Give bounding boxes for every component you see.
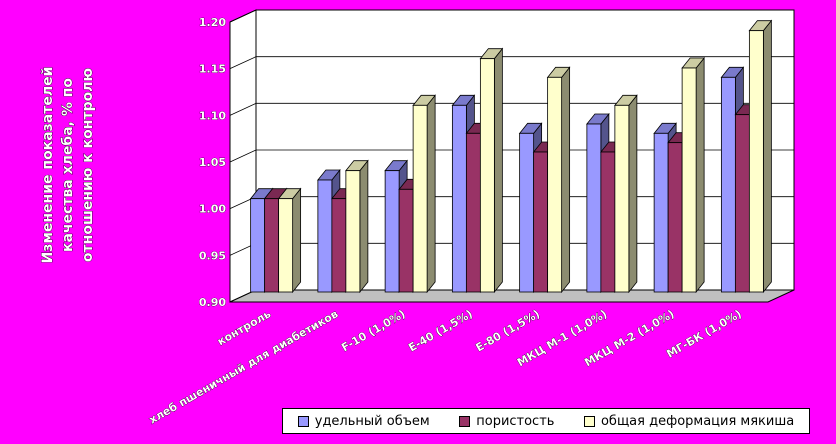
legend-swatch-deformation [583,415,595,427]
legend-swatch-porosity [459,415,471,427]
x-category-label: E-40 (1,5%) [406,307,475,354]
gridline [229,56,794,70]
y-tick-label: 1.20 [199,16,226,29]
y-tick-label: 1.15 [199,63,226,76]
bar [479,47,504,294]
y-tick-label: 0.90 [199,296,226,309]
bar [748,19,773,294]
chart-walls [229,9,795,303]
legend-label-deformation: общая деформация мякиша [600,413,795,429]
bars-group [249,19,773,294]
floor [229,289,795,303]
bar [277,187,302,294]
gridline [229,9,794,23]
legend-label-volume: удельный объем [314,413,430,429]
legend: удельный объем пористость общая деформац… [282,408,810,434]
bar [614,94,638,294]
y-tick-label: 1.10 [199,109,226,122]
x-category-label: МГ-БК (1,0%) [664,307,744,360]
y-tick-labels: 0.90 0.95 1.00 1.05 1.10 1.15 1.20 [199,16,227,310]
legend-swatch-volume [297,415,309,427]
x-category-label: контроль [215,307,273,348]
x-category-label: F-10 (1,0%) [339,307,407,354]
bar [546,66,571,294]
y-axis-label: Изменение показателей качества хлеба, % п… [40,67,96,264]
legend-item-deformation: общая деформация мякиша [583,413,795,429]
legend-item-volume: удельный объем [297,413,430,429]
y-tick-label: 1.05 [199,156,226,169]
legend-item-porosity: пористость [459,414,554,429]
bar [681,56,705,294]
gridline [229,102,794,116]
legend-label-porosity: пористость [476,413,555,429]
bar [412,94,436,294]
bar [345,159,369,294]
y-tick-label: 0.95 [199,249,226,262]
y-tick-label: 1.00 [199,203,226,216]
